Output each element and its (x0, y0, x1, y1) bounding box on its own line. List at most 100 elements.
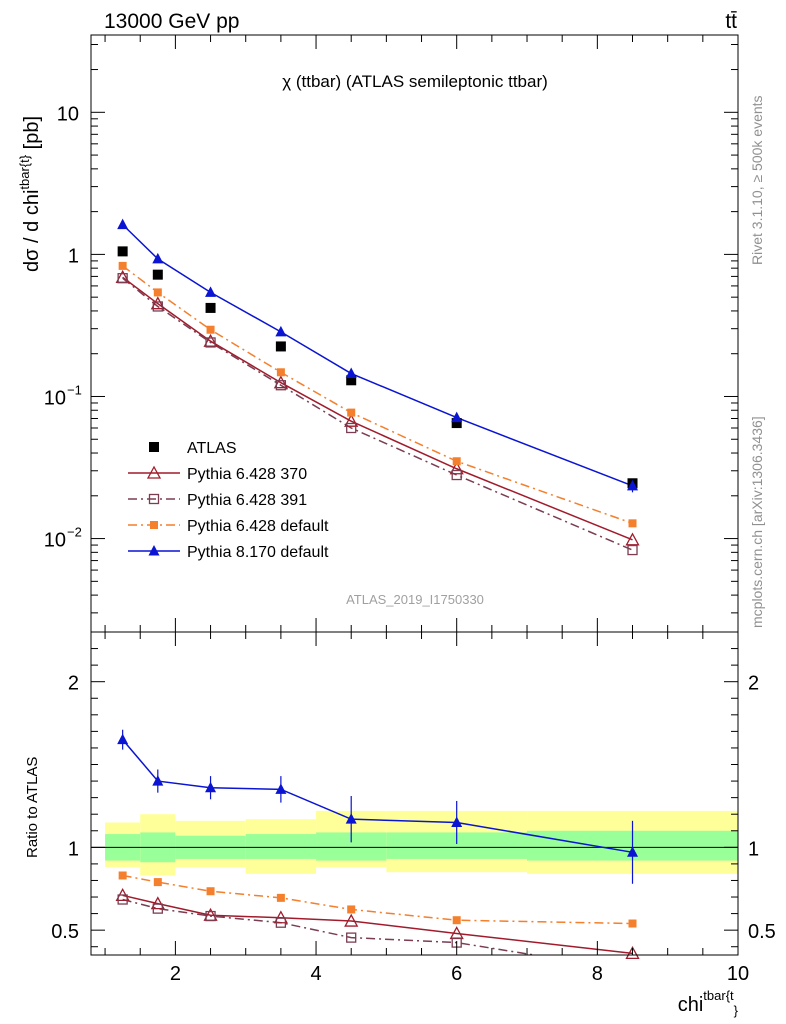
ratio-point-pythia-6-428-default (452, 916, 461, 925)
ratio-point-pythia-6-428-391 (205, 910, 216, 922)
legend: ATLAS Pythia 6.428 370 Pythia 6.428 391 Pyt… (128, 440, 329, 561)
ratio-point-pythia-6-428-391 (117, 894, 128, 905)
main-point-pythia-8-170-default (152, 252, 164, 264)
main-point-pythia-6-428-370 (344, 413, 359, 427)
main-line-pythia-6-428-391 (122, 277, 633, 551)
y-tick-exponent-main: −2 (67, 525, 82, 540)
legend-marker-pythia-6-428-default (150, 521, 158, 529)
ratio-point-pythia-8-170-default (275, 783, 287, 794)
ratio-plot-frame (90, 631, 739, 956)
ratio-point-pythia-6-428-370 (150, 896, 165, 910)
legend-label-pythia-8-170-default: Pythia 8.170 default (187, 544, 329, 561)
main-point-pythia-8-170-default (275, 325, 287, 337)
y-tick-label-ratio-right: 1 (748, 838, 759, 860)
ratio-line-pythia-6-428-370 (122, 894, 633, 955)
y-tick-label-ratio: 2 (68, 673, 79, 695)
x-tick-label: 6 (451, 963, 462, 985)
inner-uncertainty-band (245, 834, 317, 859)
ratio-point-pythia-8-170-default (627, 846, 639, 857)
main-point-pythia-8-170-default (205, 286, 217, 297)
legend-label-pythia-6-428-370: Pythia 6.428 370 (187, 466, 307, 483)
main-point-pythia-6-428-391 (152, 301, 163, 312)
main-point-pythia-6-428-default (153, 288, 162, 297)
main-point-pythia-6-428-391 (346, 422, 357, 434)
series-markers (115, 218, 640, 959)
y-tick-exponent-main: −1 (67, 382, 82, 397)
y-tick-label-main: 10 (44, 530, 66, 552)
main-point-pythia-8-170-default (627, 479, 639, 491)
main-point-pythia-6-428-default (118, 261, 127, 270)
main-point-pythia-6-428-391 (117, 273, 128, 284)
main-point-pythia-6-428-391 (275, 380, 287, 391)
y-tick-label-ratio: 1 (68, 838, 79, 860)
x-axis-label: chitbar{t} (678, 988, 739, 1018)
y-axis-label-ratio: Ratio to ATLAS (24, 757, 41, 858)
main-point-atlas (275, 341, 286, 352)
legend-marker-pythia-6-428-370 (146, 465, 162, 479)
ratio-line-pythia-6-428-default (122, 874, 633, 925)
ratio-point-pythia-8-170-default (117, 733, 129, 745)
ratio-point-pythia-8-170-default (345, 813, 357, 824)
y-axis-label-main: dσ / d chitbar{t} [pb] (17, 116, 43, 272)
main-point-pythia-6-428-391 (451, 469, 462, 481)
ratio-point-pythia-8-170-default (205, 781, 217, 793)
ratio-point-pythia-6-428-default (153, 878, 162, 887)
main-point-pythia-6-428-370 (150, 296, 165, 310)
main-point-pythia-6-428-default (452, 457, 461, 466)
main-point-pythia-6-428-default (276, 368, 285, 377)
main-point-pythia-6-428-default (206, 325, 215, 334)
y-tick-label-ratio: 0.5 (51, 921, 79, 943)
main-point-pythia-6-428-370 (625, 532, 640, 546)
legend-marker-atlas (149, 442, 159, 452)
analysis-id: ATLAS_2019_I1750330 (346, 592, 484, 607)
ratio-point-pythia-6-428-391 (275, 917, 287, 928)
main-point-atlas (205, 302, 216, 313)
plot-title: χ (ttbar) (ATLAS semileptonic ttbar) (282, 72, 548, 91)
main-point-atlas (346, 375, 357, 386)
main-point-pythia-8-170-default (117, 218, 129, 230)
main-point-atlas (152, 269, 163, 280)
legend-label-pythia-6-428-default: Pythia 6.428 default (187, 518, 329, 535)
ratio-point-pythia-8-170-default (152, 775, 164, 786)
x-tick-label: 4 (310, 963, 321, 985)
ratio-point-pythia-6-428-370 (625, 945, 640, 959)
legend-marker-pythia-8-170-default (148, 545, 160, 556)
legend-marker-pythia-6-428-391 (148, 493, 160, 505)
main-point-atlas (117, 246, 128, 257)
ratio-point-pythia-8-170-default (451, 816, 463, 827)
legend-label-atlas: ATLAS (187, 440, 237, 457)
ratio-point-pythia-6-428-default (118, 871, 127, 880)
y-tick-label-main: 1 (68, 245, 79, 267)
main-point-atlas (451, 418, 462, 429)
main-point-pythia-6-428-default (347, 408, 356, 417)
ratio-line-pythia-6-428-391 (122, 898, 535, 956)
main-plot-frame (90, 34, 739, 633)
ratio-point-pythia-6-428-370 (273, 910, 288, 924)
x-tick-label: 2 (170, 963, 181, 985)
energy-label: 13000 GeV pp (104, 10, 239, 33)
ratio-point-pythia-6-428-370 (344, 913, 359, 927)
main-point-pythia-6-428-370 (203, 333, 218, 347)
main-line-pythia-6-428-370 (122, 276, 633, 541)
ratio-point-pythia-6-428-391 (152, 903, 163, 914)
x-tick-label: 10 (727, 963, 749, 985)
y-tick-label-ratio-right: 2 (748, 673, 759, 695)
y-tick-label-main: 10 (57, 103, 79, 125)
main-point-pythia-6-428-370 (449, 461, 464, 475)
ratio-point-pythia-6-428-391 (346, 932, 357, 943)
main-point-pythia-6-428-default (628, 519, 637, 528)
mcplots-label: mcplots.cern.ch [arXiv:1306.3436] (749, 416, 765, 628)
legend-label-pythia-6-428-391: Pythia 6.428 391 (187, 492, 307, 509)
process-label: tt̄ (725, 10, 737, 33)
y-tick-label-main: 10 (44, 387, 66, 409)
ratio-point-pythia-6-428-default (628, 919, 637, 928)
rivet-version-label: Rivet 3.1.10, ≥ 500k events (749, 95, 765, 265)
main-line-pythia-6-428-default (122, 265, 633, 525)
x-tick-label: 8 (592, 963, 603, 985)
main-point-pythia-8-170-default (451, 411, 463, 423)
main-point-pythia-6-428-391 (205, 337, 216, 348)
ratio-point-pythia-6-428-default (276, 893, 285, 902)
main-point-pythia-6-428-391 (627, 544, 638, 556)
